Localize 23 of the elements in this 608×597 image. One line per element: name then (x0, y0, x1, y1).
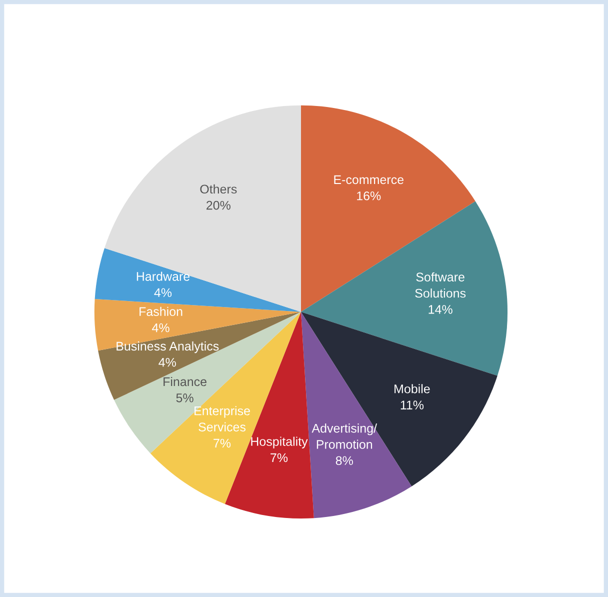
pie-slice (300, 201, 508, 376)
data-label: 7% (270, 453, 288, 462)
data-label: 4% (152, 323, 170, 332)
slice-label: Business Analytics (116, 341, 219, 354)
slice-label: Hospitality (251, 436, 308, 448)
slice-label: Software Solutions (415, 272, 466, 298)
data-label: 16% (357, 191, 381, 200)
data-label: 14% (428, 305, 452, 314)
slice-label: Others (200, 184, 237, 194)
data-label: 4% (158, 358, 176, 367)
slice-label: Advertising/ Promotion (312, 424, 378, 449)
slice-label: Mobile (394, 384, 430, 394)
slice-label: Fashion (140, 306, 182, 316)
slice-label: Finance (164, 376, 206, 386)
data-label: 5% (176, 394, 194, 402)
slice-label: Enterprise Services (194, 406, 250, 432)
data-label: 20% (206, 200, 230, 210)
data-label: 8% (336, 456, 353, 466)
slice-label: E-commerce (334, 175, 404, 184)
pie-slice (300, 105, 476, 312)
data-label: 7% (214, 438, 231, 448)
data-label: 11% (400, 400, 424, 410)
data-label: 4% (154, 288, 172, 298)
